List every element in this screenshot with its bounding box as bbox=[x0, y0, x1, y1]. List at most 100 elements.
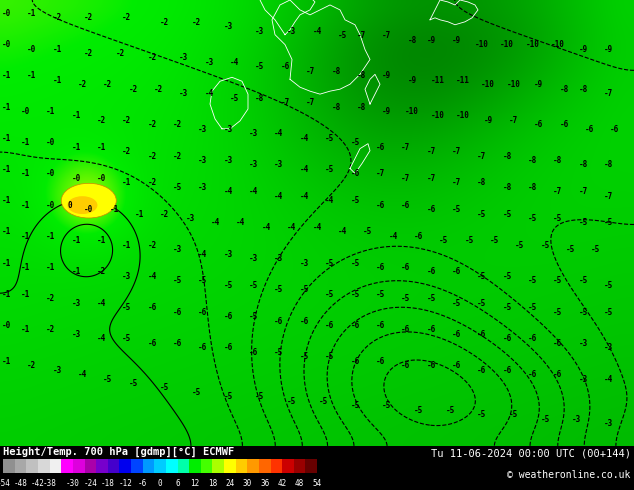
Text: -2: -2 bbox=[148, 241, 157, 250]
Text: -2: -2 bbox=[46, 325, 55, 335]
Text: -5: -5 bbox=[192, 388, 201, 397]
Text: -2: -2 bbox=[154, 85, 163, 94]
Text: -6: -6 bbox=[351, 357, 359, 366]
Text: -6: -6 bbox=[376, 263, 385, 272]
Text: -1: -1 bbox=[2, 259, 11, 268]
Text: -5: -5 bbox=[465, 236, 474, 245]
Text: -1: -1 bbox=[21, 232, 30, 241]
Text: -5: -5 bbox=[553, 214, 562, 223]
Text: Height/Temp. 700 hPa [gdmp][°C] ECMWF: Height/Temp. 700 hPa [gdmp][°C] ECMWF bbox=[3, 447, 235, 458]
Text: -6: -6 bbox=[224, 312, 233, 321]
Text: -5: -5 bbox=[275, 348, 283, 357]
Text: -5: -5 bbox=[579, 276, 588, 285]
Ellipse shape bbox=[67, 196, 98, 214]
Text: -5: -5 bbox=[477, 272, 486, 281]
Text: -2: -2 bbox=[192, 18, 201, 27]
Text: -8: -8 bbox=[332, 102, 340, 112]
Text: -5: -5 bbox=[173, 276, 182, 285]
Text: -8: -8 bbox=[553, 156, 562, 165]
Text: -3: -3 bbox=[179, 89, 188, 98]
Text: -5: -5 bbox=[376, 290, 385, 299]
Text: -1: -1 bbox=[122, 241, 131, 250]
Text: -10: -10 bbox=[430, 111, 444, 121]
Text: -8: -8 bbox=[560, 85, 569, 94]
Text: -5: -5 bbox=[503, 272, 512, 281]
Text: -4: -4 bbox=[275, 192, 283, 201]
Text: -10: -10 bbox=[526, 40, 540, 49]
Text: -0: -0 bbox=[2, 321, 11, 330]
Text: -7: -7 bbox=[553, 187, 562, 196]
Text: -7: -7 bbox=[306, 98, 315, 107]
Text: -9: -9 bbox=[427, 36, 436, 45]
Text: -6: -6 bbox=[528, 370, 537, 379]
Text: -5: -5 bbox=[528, 214, 537, 223]
Text: -6: -6 bbox=[528, 334, 537, 343]
Text: -6: -6 bbox=[198, 308, 207, 317]
Text: -11: -11 bbox=[430, 76, 444, 85]
Text: -6: -6 bbox=[224, 343, 233, 352]
Text: -5: -5 bbox=[325, 134, 334, 143]
Text: -5: -5 bbox=[503, 210, 512, 219]
Text: 30: 30 bbox=[243, 479, 252, 488]
Text: -1: -1 bbox=[72, 143, 81, 151]
Text: -3: -3 bbox=[573, 415, 581, 424]
Text: -10: -10 bbox=[456, 111, 470, 121]
Text: 42: 42 bbox=[278, 479, 287, 488]
Text: -2: -2 bbox=[97, 116, 106, 125]
Text: -8: -8 bbox=[579, 161, 588, 170]
Text: -4: -4 bbox=[97, 334, 106, 343]
Text: -4: -4 bbox=[300, 192, 309, 201]
Text: -5: -5 bbox=[325, 290, 334, 299]
Text: -5: -5 bbox=[528, 303, 537, 312]
Bar bbox=[96, 459, 108, 473]
Text: -0: -0 bbox=[46, 200, 55, 210]
Text: -5: -5 bbox=[401, 294, 410, 303]
Text: -1: -1 bbox=[2, 290, 11, 299]
Text: -4: -4 bbox=[287, 223, 296, 232]
Text: -1: -1 bbox=[2, 227, 11, 236]
Text: -6: -6 bbox=[173, 339, 182, 348]
Bar bbox=[49, 459, 61, 473]
Text: -5: -5 bbox=[541, 241, 550, 250]
Text: -5: -5 bbox=[439, 236, 448, 245]
Text: -5: -5 bbox=[363, 227, 372, 236]
Text: -6: -6 bbox=[401, 361, 410, 370]
Text: -5: -5 bbox=[300, 352, 309, 361]
Text: -3: -3 bbox=[205, 58, 214, 67]
Text: -2: -2 bbox=[116, 49, 125, 58]
Text: 12: 12 bbox=[190, 479, 200, 488]
Text: -5: -5 bbox=[528, 276, 537, 285]
Text: -6: -6 bbox=[452, 268, 461, 276]
Text: 0: 0 bbox=[67, 200, 72, 210]
Text: -3: -3 bbox=[198, 156, 207, 165]
Text: -7: -7 bbox=[306, 67, 315, 76]
Text: -1: -1 bbox=[53, 76, 61, 85]
Text: -6: -6 bbox=[138, 479, 147, 488]
Bar bbox=[15, 459, 27, 473]
Text: -1: -1 bbox=[72, 268, 81, 276]
Text: -2: -2 bbox=[97, 268, 106, 276]
Text: -5: -5 bbox=[541, 415, 550, 424]
Text: -7: -7 bbox=[452, 147, 461, 156]
Text: -5: -5 bbox=[249, 312, 258, 321]
Bar bbox=[119, 459, 131, 473]
Text: -0: -0 bbox=[21, 107, 30, 116]
Text: -9: -9 bbox=[579, 45, 588, 53]
Text: -5: -5 bbox=[446, 406, 455, 415]
Text: -7: -7 bbox=[509, 116, 518, 125]
Text: -7: -7 bbox=[452, 178, 461, 187]
Text: -10: -10 bbox=[475, 40, 489, 49]
Text: -5: -5 bbox=[256, 392, 264, 401]
Text: -5: -5 bbox=[477, 210, 486, 219]
Text: -6: -6 bbox=[452, 330, 461, 339]
Text: -7: -7 bbox=[579, 187, 588, 196]
Text: -1: -1 bbox=[2, 357, 11, 366]
Text: -8: -8 bbox=[503, 151, 512, 161]
Bar bbox=[224, 459, 236, 473]
Text: -10: -10 bbox=[551, 40, 565, 49]
Text: -7: -7 bbox=[401, 143, 410, 151]
Text: -5: -5 bbox=[224, 281, 233, 290]
Text: -5: -5 bbox=[351, 138, 359, 147]
Text: -0: -0 bbox=[46, 138, 55, 147]
Text: -1: -1 bbox=[2, 72, 11, 80]
